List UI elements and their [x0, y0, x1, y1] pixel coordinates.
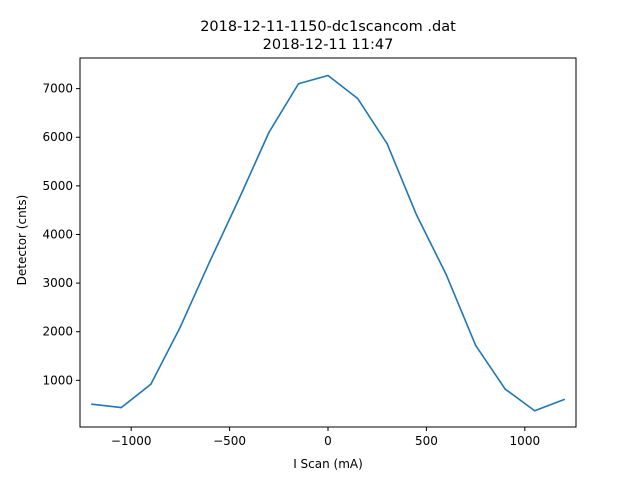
y-axis-label: Detector (cnts) — [15, 195, 29, 286]
x-axis: −1000 −500 0 500 1000 — [111, 427, 540, 448]
x-tick-label: −500 — [213, 434, 246, 448]
data-point — [327, 74, 329, 77]
chart-title: 2018-12-11-1150-dc1scancom .dat — [200, 19, 456, 35]
y-tick-label: 5000 — [42, 179, 73, 193]
data-point — [297, 82, 300, 85]
data-point — [238, 197, 241, 199]
data-point — [533, 409, 536, 412]
plot-area — [91, 74, 565, 412]
x-axis-label: I Scan (mA) — [293, 457, 363, 471]
y-tick-label: 4000 — [42, 227, 73, 241]
data-point — [120, 406, 123, 409]
chart-subtitle: 2018-12-11 11:47 — [263, 37, 394, 53]
y-tick-label: 7000 — [42, 82, 73, 96]
y-tick-label: 6000 — [42, 130, 73, 144]
x-tick-label: 1000 — [510, 434, 541, 448]
x-tick-label: 500 — [415, 434, 438, 448]
y-tick-label: 1000 — [42, 373, 73, 387]
y-axis: 1000 2000 3000 4000 5000 6000 7000 — [42, 82, 80, 387]
data-point — [415, 214, 418, 216]
series-line-0 — [91, 74, 565, 412]
y-tick-label: 3000 — [42, 276, 73, 290]
data-point — [91, 403, 93, 405]
data-point — [504, 388, 506, 390]
x-tick-label: 0 — [324, 434, 332, 448]
data-point — [445, 273, 447, 276]
data-point — [474, 344, 477, 347]
data-point — [209, 260, 211, 263]
data-point — [179, 326, 182, 328]
data-point — [563, 398, 565, 401]
data-point — [150, 383, 152, 386]
x-tick-label: −1000 — [111, 434, 152, 448]
data-point — [356, 97, 359, 100]
data-point — [386, 142, 388, 145]
data-point — [268, 131, 270, 134]
y-tick-label: 2000 — [42, 325, 73, 339]
plot-frame — [79, 57, 577, 428]
